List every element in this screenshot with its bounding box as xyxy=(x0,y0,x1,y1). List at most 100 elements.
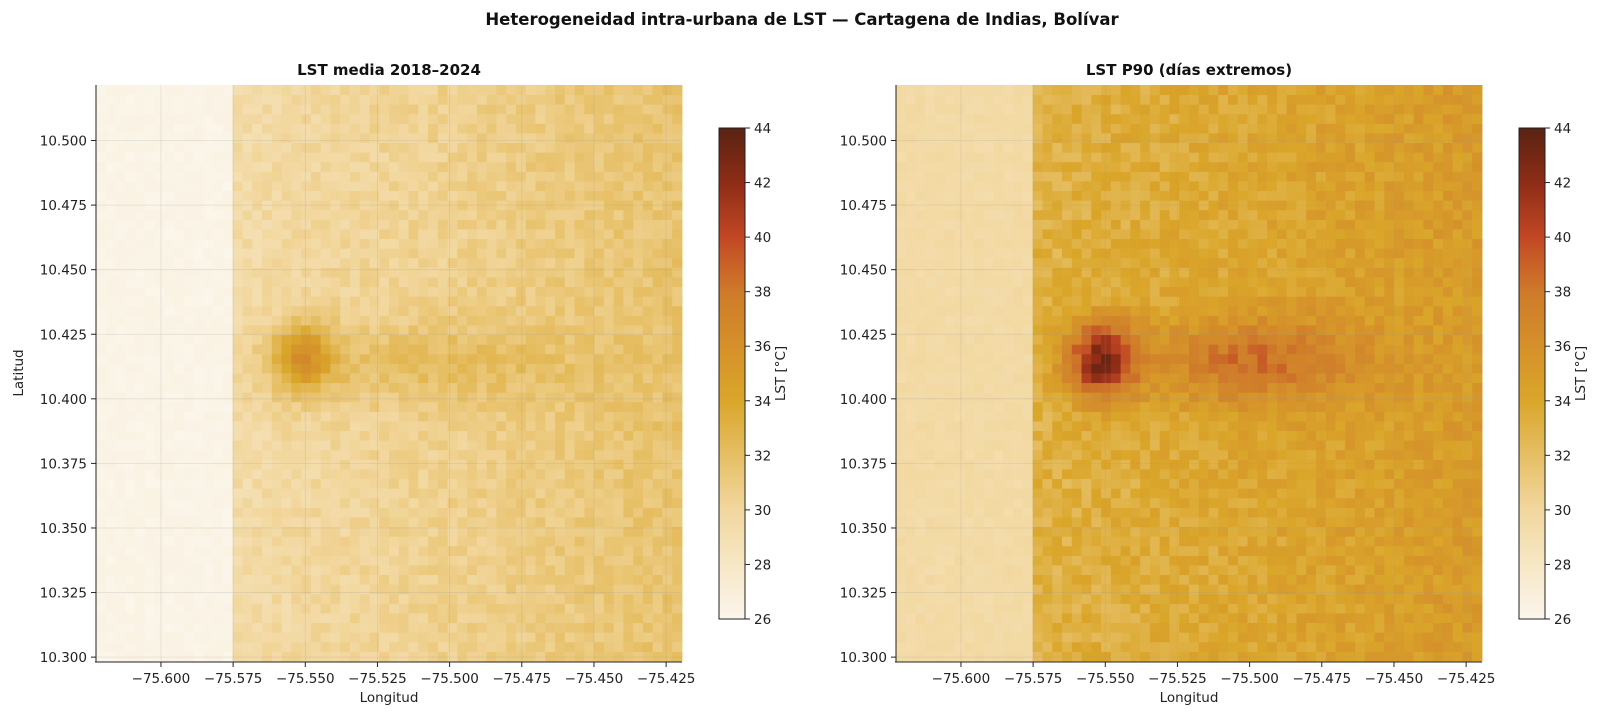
heatmap-cell xyxy=(545,229,556,240)
heatmap-cell xyxy=(594,229,605,240)
heatmap-cell xyxy=(281,209,292,220)
heatmap-cell xyxy=(915,555,926,566)
heatmap-cell xyxy=(193,315,204,326)
heatmap-cell xyxy=(398,296,409,307)
heatmap-cell xyxy=(408,565,419,576)
heatmap-cell xyxy=(183,229,195,240)
heatmap-cell xyxy=(193,257,204,268)
heatmap-cell xyxy=(603,209,615,220)
heatmap-cell xyxy=(896,584,907,595)
heatmap-cell xyxy=(105,305,116,316)
heatmap-cell xyxy=(594,603,605,614)
heatmap-cell xyxy=(1189,526,1200,537)
heatmap-cell xyxy=(1462,497,1473,508)
heatmap-cell xyxy=(896,459,907,470)
heatmap-cell xyxy=(672,526,683,537)
heatmap-cell xyxy=(896,622,907,633)
heatmap-cell xyxy=(310,94,322,105)
heatmap-cell xyxy=(389,248,400,259)
heatmap-cell xyxy=(515,123,527,134)
heatmap-cell xyxy=(515,459,527,470)
heatmap-cell xyxy=(164,123,175,134)
heatmap-cell xyxy=(164,517,175,528)
heatmap-cell xyxy=(1228,622,1239,633)
heatmap-cell xyxy=(1032,574,1043,585)
heatmap-cell xyxy=(993,517,1004,528)
heatmap-cell xyxy=(1257,574,1268,585)
heatmap-cell xyxy=(467,200,478,211)
heatmap-cell xyxy=(418,632,429,643)
heatmap-cell xyxy=(1081,651,1092,662)
heatmap-cell xyxy=(242,286,253,297)
heatmap-cell xyxy=(574,238,585,249)
heatmap-cell xyxy=(1032,622,1043,633)
heatmap-cell xyxy=(652,565,663,576)
colorbar-tick-label: 30 xyxy=(754,503,771,519)
heatmap-cell xyxy=(369,469,380,480)
heatmap-cell xyxy=(1315,555,1327,566)
heatmap-cell xyxy=(584,373,595,384)
heatmap-cell xyxy=(437,277,449,288)
heatmap-cell xyxy=(408,94,419,105)
heatmap-cell xyxy=(594,497,605,508)
heatmap-cell xyxy=(135,296,146,307)
heatmap-cell xyxy=(164,344,175,355)
heatmap-cell xyxy=(96,161,107,172)
heatmap-cell xyxy=(164,113,175,124)
heatmap-cell xyxy=(359,142,370,153)
heatmap-cell xyxy=(535,238,546,249)
heatmap-cell xyxy=(164,622,175,633)
heatmap-cell xyxy=(1208,545,1219,556)
heatmap-cell xyxy=(476,123,488,134)
colorbar-tick-label: 38 xyxy=(754,285,771,301)
heatmap-cell xyxy=(320,449,331,460)
heatmap-cell xyxy=(467,315,478,326)
heatmap-cell xyxy=(437,113,449,124)
heatmap-cell xyxy=(964,555,975,566)
heatmap-cell xyxy=(232,593,243,604)
heatmap-cell xyxy=(1062,574,1073,585)
heatmap-cell xyxy=(115,392,126,403)
heatmap-cell xyxy=(428,497,439,508)
heatmap-cell xyxy=(193,305,204,316)
heatmap-cell xyxy=(633,161,644,172)
heatmap-cell xyxy=(262,142,273,153)
heatmap-cell xyxy=(515,296,527,307)
heatmap-cell xyxy=(379,593,390,604)
heatmap-cell xyxy=(398,94,409,105)
heatmap-cell xyxy=(232,142,243,153)
heatmap-cell xyxy=(564,104,576,115)
heatmap-cell xyxy=(1423,613,1434,624)
heatmap-cell xyxy=(242,325,253,336)
heatmap-cell xyxy=(213,430,224,441)
heatmap-cell xyxy=(144,248,156,259)
heatmap-cell xyxy=(174,421,185,432)
heatmap-cell xyxy=(1413,497,1424,508)
heatmap-cell xyxy=(379,123,390,134)
heatmap-cell xyxy=(525,440,536,451)
heatmap-cell xyxy=(555,517,566,528)
heatmap-cell xyxy=(242,497,253,508)
heatmap-cell xyxy=(193,584,204,595)
heatmap-cell xyxy=(515,94,527,105)
heatmap-cell xyxy=(301,277,312,288)
heatmap-cell xyxy=(584,613,595,624)
heatmap-cell xyxy=(1315,497,1327,508)
heatmap-cell xyxy=(96,190,107,201)
heatmap-cell xyxy=(1062,478,1073,489)
heatmap-cell xyxy=(154,622,165,633)
heatmap-cell xyxy=(174,353,185,364)
grid-lines xyxy=(96,85,682,661)
heatmap-cell xyxy=(574,113,585,124)
heatmap-cell xyxy=(428,622,439,633)
heatmap-cell xyxy=(96,632,107,643)
heatmap-cell xyxy=(203,536,214,547)
heatmap-cell xyxy=(1257,469,1268,480)
heatmap-cell xyxy=(496,469,507,480)
heatmap-cell xyxy=(359,152,370,163)
heatmap-cell xyxy=(672,296,683,307)
heatmap-cell xyxy=(525,459,536,470)
heatmap-cell xyxy=(1296,565,1307,576)
heatmap-cell xyxy=(164,641,175,652)
